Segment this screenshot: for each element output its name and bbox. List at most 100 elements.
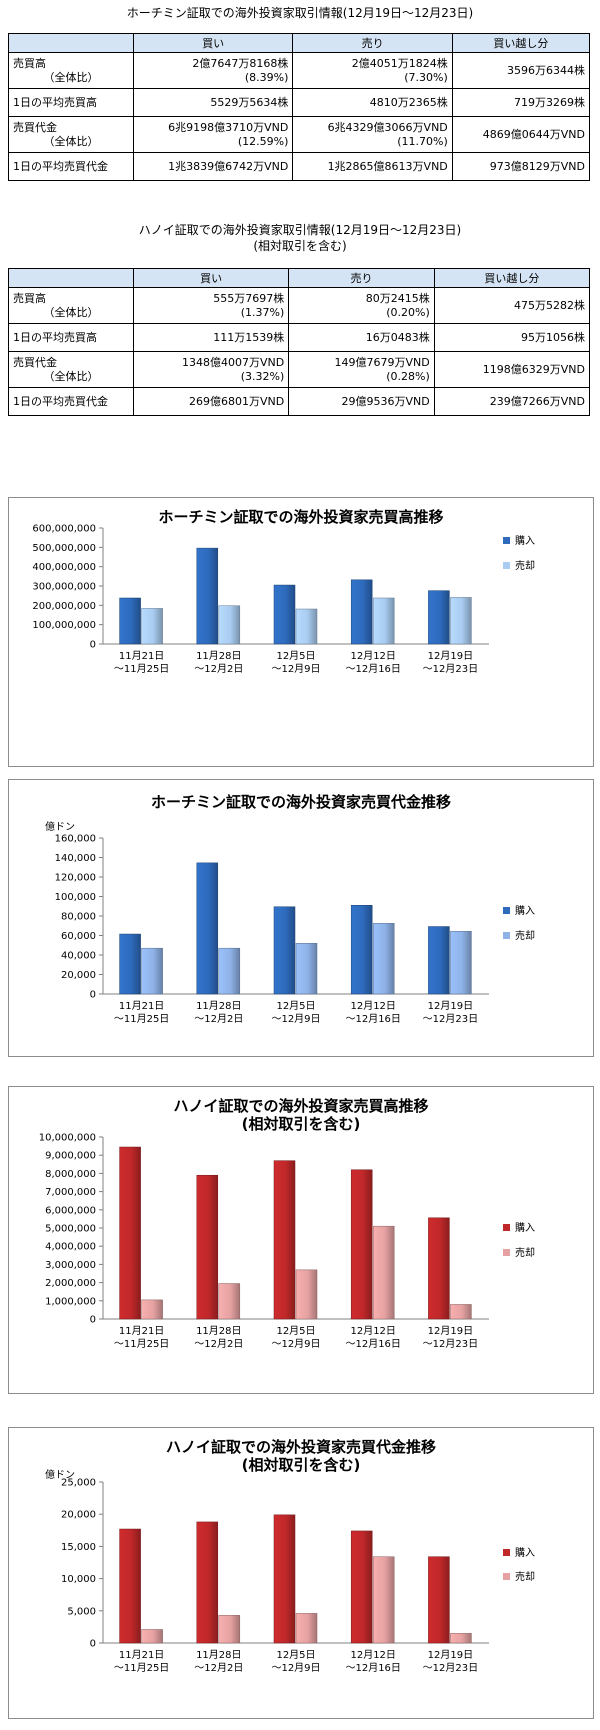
row-label: 1日の平均売買代金 (8, 152, 134, 181)
bar-buy (196, 862, 219, 995)
bar-buy (119, 933, 141, 995)
row-label-line: （全体比） (43, 70, 99, 84)
bar-sell (450, 1304, 472, 1320)
buy-value-line: 2億7647万8168株 (192, 56, 289, 70)
legend-swatch (503, 537, 510, 544)
net-value-line: 239億7266万VND (489, 394, 585, 408)
unit-label: 億ドン (45, 1468, 75, 1481)
row-label-line: 1日の平均売買代金 (13, 159, 108, 173)
bar-sell (141, 947, 163, 995)
bar-buy (273, 1160, 296, 1320)
x-category-label: ～11月25日 (114, 663, 169, 675)
hcm-table-title: ホーチミン証取での海外投資家取引情報(12月19日～12月23日) (126, 6, 474, 20)
x-category-label: 11月21日 (119, 1325, 164, 1337)
bar-buy (273, 584, 296, 645)
hn-table-subtitle: (相対取引を含む) (253, 239, 347, 253)
x-category-label: ～12月2日 (194, 1013, 243, 1025)
unit-label: 億ドン (45, 820, 75, 833)
legend-label: 購入 (515, 534, 535, 547)
legend-label: 購入 (515, 904, 535, 917)
x-category-label: ～12月16日 (345, 663, 400, 675)
row-label: 売買代金 （全体比） (8, 116, 134, 153)
bar-sell (218, 605, 241, 645)
header-blank (8, 268, 134, 288)
bar-sell (295, 1269, 318, 1320)
buy-value: 111万1539株 (132, 323, 290, 352)
legend-label: 売却 (515, 1570, 535, 1583)
x-category-label: 11月28日 (196, 650, 241, 662)
x-category-label: 12月5日 (276, 650, 315, 662)
net-value-line: 1198億6329万VND (482, 362, 585, 376)
x-category-label: ～12月2日 (194, 1338, 243, 1350)
x-category-label: ～12月16日 (345, 1338, 400, 1350)
x-category-label: ～11月25日 (114, 1338, 169, 1350)
legend-swatch (503, 1249, 510, 1256)
legend-swatch (503, 932, 510, 939)
net-value: 4869億0644万VND (451, 116, 591, 153)
y-tick-label: 3,000,000 (45, 1260, 96, 1271)
hn-info-table: 買い 売り 買い越し分 売買高 （全体比） 555万7697株 (1.37%) 80万2… (8, 268, 591, 416)
row-label-line: 1日の平均売買代金 (13, 394, 108, 408)
y-tick-label: 7,000,000 (45, 1187, 96, 1198)
hn-table-title: ハノイ証取での海外投資家取引情報(12月19日～12月23日) (138, 223, 462, 237)
y-tick-label: 300,000,000 (32, 582, 96, 593)
hn-volume-chart-svg: ハノイ証取での海外投資家売買高推移(相対取引を含む) 0 1,000,000 2,00… (39, 1097, 535, 1350)
y-tick-label: 25,000 (61, 1478, 96, 1489)
sell-value-line: 29億9536万VND (341, 394, 430, 408)
sell-value-line: 80万2415株 (365, 291, 430, 305)
net-value: 3596万6344株 (451, 52, 591, 89)
row-label: 売買代金 （全体比） (8, 351, 134, 388)
sell-value: 2億4051万1824株 (7.30%) (292, 52, 453, 89)
y-tick-label: 4,000,000 (45, 1242, 96, 1253)
y-tick-label: 600,000,000 (32, 524, 96, 535)
hn-volume-chart: ハノイ証取での海外投資家売買高推移 (相対取引を含む) 0 1,000,000 2,00… (8, 1086, 594, 1394)
y-tick-label: 0 (90, 1639, 96, 1650)
net-value-line: 3596万6344株 (507, 63, 585, 77)
row-label: 1日の平均売買高 (8, 88, 134, 117)
bar-buy (350, 1169, 373, 1320)
row-label-line: （全体比） (43, 369, 99, 383)
x-category-label: ～12月16日 (345, 1013, 400, 1025)
buy-value-line: 1兆3839億6742万VND (168, 159, 289, 173)
sell-value-line: (0.28%) (386, 369, 430, 383)
buy-value: 1348億4007万VND (3.32%) (132, 351, 290, 388)
x-category-label: 11月28日 (196, 1649, 241, 1661)
buy-value-line: 5529万5634株 (210, 95, 289, 109)
x-category-label: ～12月23日 (423, 1013, 478, 1025)
x-category-label: ～12月23日 (423, 1338, 478, 1350)
sell-value: 149億7679万VND (0.28%) (288, 351, 435, 388)
bar-buy (196, 1521, 219, 1644)
x-category-label: 11月21日 (119, 1649, 164, 1661)
bar-sell (141, 1299, 163, 1320)
row-label-line: 売買高 (13, 56, 46, 70)
x-category-label: 12月19日 (428, 650, 473, 662)
row-label-line: 売買高 (13, 291, 46, 305)
buy-value-line: (3.32%) (240, 369, 285, 383)
bar-buy (196, 1174, 219, 1320)
legend-label: 売却 (515, 1246, 535, 1259)
net-value-line: 475万5282株 (514, 298, 585, 312)
y-tick-label: 140,000 (55, 853, 96, 864)
y-tick-label: 160,000 (55, 834, 96, 845)
table-row: 売買代金 （全体比） 6兆9198億3710万VND (12.59%) 6兆4329億3… (8, 116, 591, 153)
hcm-volume-chart-svg: ホーチミン証取での海外投資家売買高推移 0 100,000,000 200,000,0… (32, 508, 535, 675)
table-row: 売買高 （全体比） 555万7697株 (1.37%) 80万2415株 (0.20%) 4… (8, 287, 591, 324)
sell-value: 29億9536万VND (288, 387, 435, 416)
buy-value: 269億6801万VND (132, 387, 290, 416)
bar-buy (273, 1514, 296, 1644)
legend-swatch (503, 1573, 510, 1580)
x-category-label: ～11月25日 (114, 1013, 169, 1025)
y-tick-label: 20,000 (61, 1510, 96, 1521)
bar-sell (450, 597, 472, 645)
bar-sell (372, 923, 395, 995)
header-sell: 売り (292, 33, 453, 53)
sell-value: 4810万2365株 (292, 88, 453, 117)
legend-label: 購入 (515, 1546, 535, 1559)
sell-value-line: 2億4051万1824株 (351, 56, 448, 70)
bar-buy (119, 1528, 141, 1644)
header-net: 買い越し分 (433, 268, 591, 288)
y-tick-label: 400,000,000 (32, 562, 96, 573)
bar-buy (350, 1530, 373, 1644)
chart-title: ホーチミン証取での海外投資家売買高推移 (158, 508, 443, 526)
